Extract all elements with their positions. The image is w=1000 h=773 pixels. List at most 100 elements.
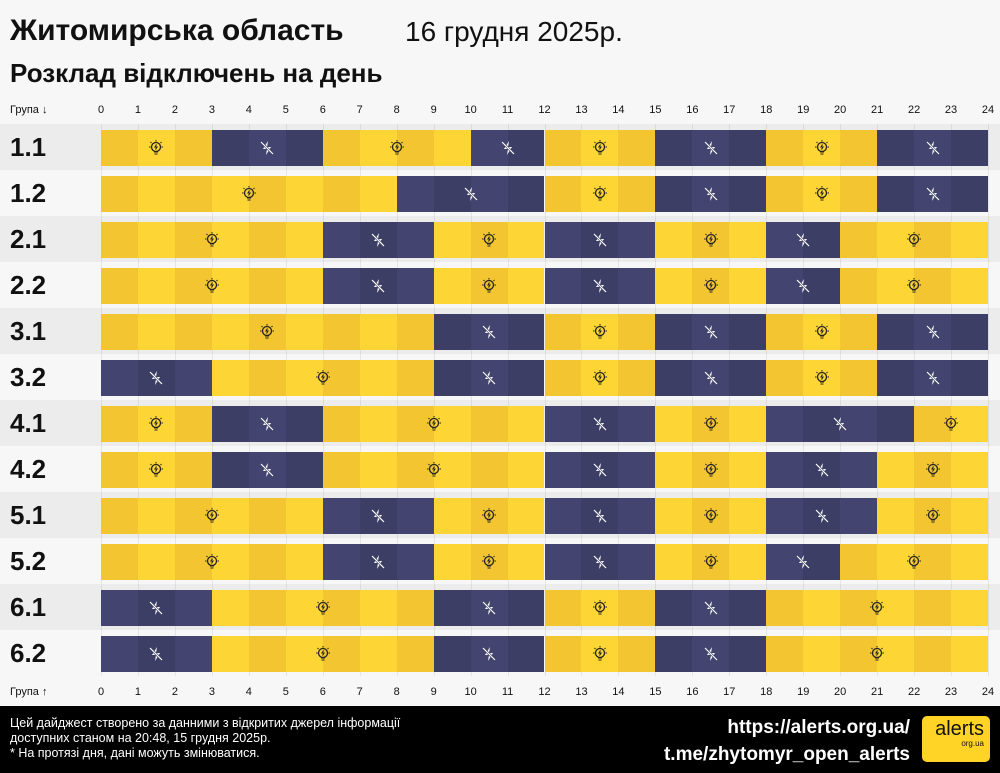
hour-cell [211,636,249,672]
hour-tick: 18 [760,686,773,698]
hour-cell [729,590,767,626]
power-off-segment [470,130,545,166]
hour-cell [285,222,323,258]
hour-cell [618,498,656,534]
lightbulb-icon [591,599,609,617]
lightbulb-icon [480,231,498,249]
lightbulb-icon [591,185,609,203]
hour-cell [877,590,915,626]
power-on-segment [544,590,656,626]
hour-cell [877,360,915,396]
hour-cell [285,314,323,350]
power-on-segment [433,498,545,534]
hour-cell [840,498,878,534]
hour-tick: 5 [282,104,289,116]
group-label: 3.2 [10,362,47,392]
hour-cell [174,130,212,166]
hour-cell [618,360,656,396]
group-row: 1.1 [0,124,1000,170]
hour-cell [248,222,286,258]
power-on-segment [655,268,767,304]
group-label: 1.1 [10,132,47,162]
power-on-segment [101,406,212,442]
hour-cell [655,636,693,672]
hour-cell [618,544,656,580]
hour-cell [655,130,693,166]
hour-tick: 1 [134,686,142,698]
hour-tick: 7 [356,104,363,116]
lightbulb-icon [702,461,720,479]
hour-cell [544,406,582,442]
hour-cell [840,130,878,166]
hour-cell [248,498,286,534]
hour-tick: 13 [575,686,588,698]
website-link[interactable]: https://alerts.org.ua/ [727,717,910,738]
hour-tick: 12 [538,686,551,698]
lightbulb-icon [480,553,498,571]
hour-tick: 16 [686,104,699,116]
power-off-segment [655,360,767,396]
hour-gridline [988,400,989,446]
hour-cell [285,452,323,488]
power-on-segment [101,452,212,488]
power-on-segment [101,268,323,304]
hour-cell [322,452,360,488]
power-off-icon [480,323,498,341]
power-off-segment [655,314,767,350]
power-on-segment [433,222,545,258]
hour-cell [914,268,952,304]
lightbulb-icon [924,461,942,479]
hour-cell [803,406,841,442]
hour-cell [396,590,434,626]
hour-cell [137,314,175,350]
power-off-segment [211,452,323,488]
hour-cell [618,636,656,672]
power-off-icon [924,369,942,387]
hour-cell [655,498,693,534]
power-on-segment [211,590,434,626]
telegram-link[interactable]: t.me/zhytomyr_open_alerts [663,744,910,765]
hour-cell [618,222,656,258]
hour-cell [877,406,915,442]
hour-cell [211,406,249,442]
hour-cell [359,636,397,672]
hour-cell [766,590,804,626]
hour-cell [396,406,434,442]
hour-tick: 13 [575,104,588,116]
hour-cell [433,360,471,396]
hour-cell [101,130,138,166]
group-row: 2.1 [0,216,1000,262]
lightbulb-icon [203,231,221,249]
hour-tick: 14 [612,104,625,116]
power-off-segment [544,498,656,534]
hour-cell [285,590,323,626]
group-row: 2.2 [0,262,1000,308]
hour-cell [655,176,693,212]
hour-cell [729,268,767,304]
power-off-icon [369,231,387,249]
hour-cell [174,360,212,396]
power-on-segment [544,130,656,166]
group-row: 3.2 [0,354,1000,400]
lightbulb-icon [868,645,886,663]
group-row: 5.2 [0,538,1000,584]
group-label: 4.1 [10,408,47,438]
hour-cell [877,222,915,258]
hour-cell [101,360,138,396]
power-off-segment [877,314,988,350]
power-off-icon [480,599,498,617]
power-off-segment [322,268,434,304]
hour-cell [433,268,471,304]
hour-cell [285,544,323,580]
lightbulb-icon [314,645,332,663]
group-row: 3.1 [0,308,1000,354]
logo-subtext: org.ua [961,739,984,748]
hour-cell [951,498,988,534]
hour-cell [544,314,582,350]
hour-cell [544,636,582,672]
hour-cell [101,222,138,258]
hour-axis-top: Група ↓ 0 1 2 3 4 5 6 7 8 9 10 11 12 13 14 15 16 17 18 19 20… [0,100,1000,120]
hour-cell [544,360,582,396]
power-off-segment [101,360,212,396]
hour-cell [914,406,952,442]
